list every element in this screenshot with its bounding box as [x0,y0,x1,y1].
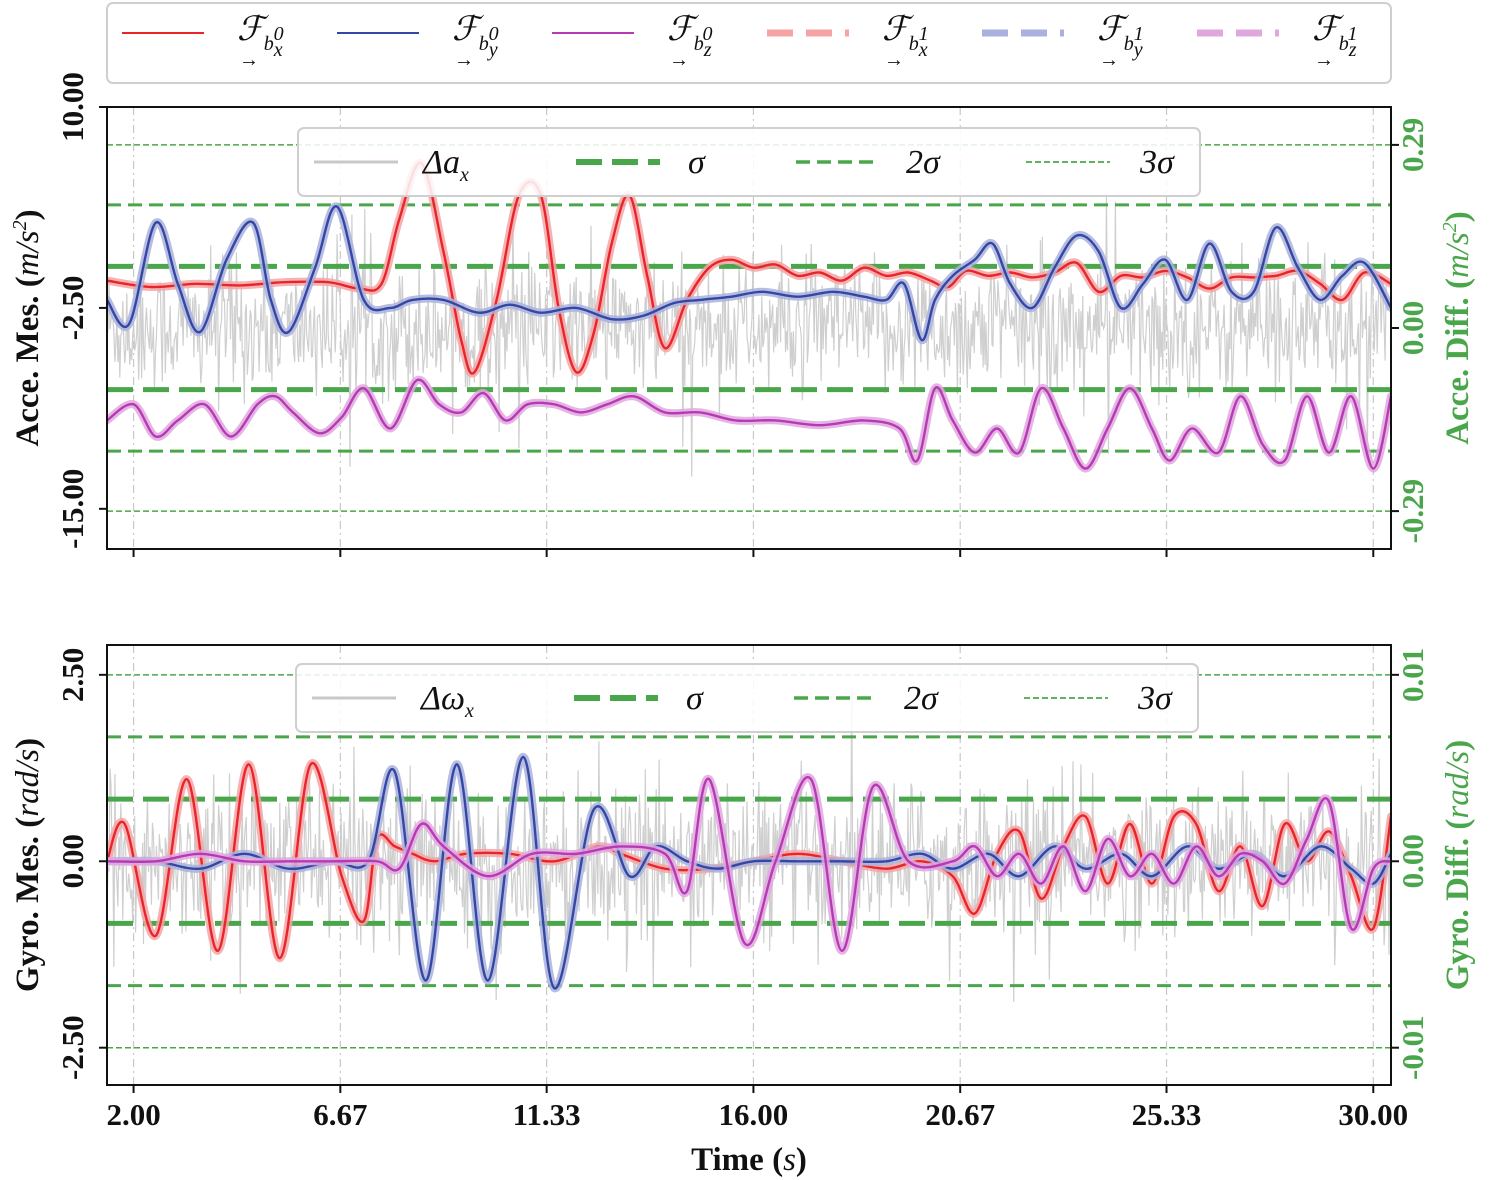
gyroscope-xtick-label-0: 2.00 [106,1097,160,1132]
x-axis-label-close: ) [796,1142,807,1178]
figure-legend-label-2-arrow: → [669,49,689,71]
gyroscope-right-ytick-label-2: -0.01 [1395,1015,1430,1080]
gyroscope-legend-three-sigma-label: 3σ [1137,680,1173,717]
figure-legend-frame [106,2,1392,84]
gyroscope-series-2-frame0-line [107,775,1391,953]
gyroscope-ticks: 2.50 0.00 -2.50 0.01 0.00 -0.01 2.00 6.67 11.33 1… [55,648,1430,1132]
gyroscope-legend-sigma-label: σ [686,680,704,717]
gyroscope-legend-diff-label: Δωx [419,680,474,722]
gyroscope-xtick-label-4: 20.67 [925,1097,995,1132]
accelerometer-ytick-label-2: -15.00 [55,469,90,549]
gyroscope-y-label-unit: rad/s [10,749,46,817]
accelerometer-right-y-label-unit: m/s [1440,232,1476,278]
figure-legend: ℱbx0→ℱby0→ℱbz0→ℱbx1→ℱby1→ℱbz1→ [106,2,1392,84]
figure-legend-label-2-sub-index: z [703,39,712,61]
accelerometer-diff-series [107,193,1391,477]
figure-legend-label-4-arrow: → [1099,49,1119,71]
figure-legend-label-5-sup: 1 [1348,23,1358,45]
gyroscope-right-y-label-unit: rad/s [1440,751,1476,819]
accelerometer-right-y-label-power: 2 [1439,222,1461,232]
gyroscope-y-label-text: Gyro. Mes. ( [10,817,46,992]
gyroscope-legend: Δωx σ 2σ 3σ [295,663,1199,733]
accelerometer-y-label-unit: m/s [10,230,46,276]
accelerometer-y-label-text: Acce. Mes. ( [10,276,46,446]
x-axis-label-text: Time ( [691,1142,783,1178]
gyroscope-xtick-label-5: 25.33 [1132,1097,1202,1132]
accelerometer-legend-sigma-label: σ [688,144,706,181]
gyroscope-right-y-label: Gyro. Diff. (rad/s) [1440,740,1476,991]
accelerometer-ytick-label-1: -2.50 [55,276,90,341]
accelerometer-legend-three-sigma-label: 3σ [1139,144,1175,181]
accelerometer-legend-diff-sub: x [459,164,469,186]
figure-legend-label-4-sup: 1 [1134,23,1144,45]
gyroscope-y-label: Gyro. Mes. (rad/s) [10,738,46,992]
figure-legend-label-2-sub: b [694,33,704,55]
accelerometer-right-y-label: Acce. Diff. (m/s2) [1439,211,1476,445]
x-axis-label-unit: s [783,1142,796,1178]
accelerometer-ticks: 10.00 -2.50 -15.00 0.29 0.00 -0.29 [55,72,1430,557]
gyroscope-ytick-label-0: 2.50 [55,648,90,702]
figure-legend-label-5-arrow: → [1314,49,1334,71]
figure-legend-label-0-sub: b [264,33,274,55]
gyroscope-xtick-label-2: 11.33 [513,1097,581,1132]
gyroscope-legend-diff-sub: x [464,700,474,722]
accelerometer-y-label-close: ) [10,209,46,220]
figure-legend-label-5-sub: b [1339,33,1349,55]
gyroscope-series [107,752,1391,993]
figure-legend-label-0-sup: 0 [274,23,284,45]
figure-legend-label-1-sub-index: y [487,39,498,61]
accelerometer-right-ytick-label-2: -0.29 [1395,479,1430,544]
gyroscope-right-ytick-label-0: 0.01 [1395,648,1430,702]
x-axis-label: Time (s) [691,1142,807,1178]
accelerometer-legend-diff-symbol: Δa [421,144,460,181]
figure-legend-label-3-sub: b [909,33,919,55]
figure-legend-label-0-arrow: → [239,49,259,71]
accelerometer-y-label: Acce. Mes. (m/s2) [9,209,46,446]
accelerometer-right-ytick-label-1: 0.00 [1395,301,1430,355]
accelerometer-panel: Δax σ 2σ 3σ 10.00 -2.50 -15.00 0.29 0.00 -0.29 A… [9,72,1476,557]
gyroscope-legend-two-sigma-label: 2σ [904,680,939,717]
gyroscope-ytick-label-1: 0.00 [55,834,90,888]
accelerometer-series-1-frame0-line [107,205,1391,342]
figure-legend-label-0-sub-index: x [273,39,283,61]
gyroscope-right-y-label-text: Gyro. Diff. ( [1440,819,1476,991]
figure-legend-label-4-sub-index: y [1132,39,1143,61]
gyroscope-ytick-label-2: -2.50 [55,1015,90,1080]
gyroscope-plot-frame [106,644,1392,1086]
accelerometer-legend-diff-label: Δax [421,144,469,186]
accelerometer-right-ytick-label-0: 0.29 [1395,118,1430,172]
figure-legend-label-3-sub-index: x [918,39,928,61]
accelerometer-right-y-label-close: ) [1440,211,1476,222]
gyroscope-xtick-label-3: 16.00 [719,1097,789,1132]
figure-legend-label-3-arrow: → [884,49,904,71]
accelerometer-right-y-label-text: Acce. Diff. ( [1440,278,1476,445]
accelerometer-ytick-label-0: 10.00 [55,72,90,142]
gyroscope-legend-frame [295,663,1199,733]
gyroscope-legend-diff-symbol: Δω [419,680,465,717]
gyroscope-xtick-label-1: 6.67 [313,1097,367,1132]
figure-legend-label-1-sup: 0 [489,23,499,45]
accelerometer-legend: Δax σ 2σ 3σ [297,127,1201,197]
accelerometer-diff-line [107,193,1391,477]
figure-legend-label-2-sup: 0 [703,23,713,45]
figure-legend-label-5-sub-index: z [1348,39,1357,61]
figure-legend-label-1-sub: b [479,33,489,55]
figure-legend-label-1-arrow: → [454,49,474,71]
gyroscope-panel: Δωx σ 2σ 3σ 2.50 0.00 -2.50 0.01 0.00 -0.01 2.00 6… [10,644,1476,1178]
figure-legend-label-3-sup: 1 [919,23,929,45]
gyroscope-right-y-label-close: ) [1440,740,1476,751]
gyroscope-right-ytick-label-1: 0.00 [1395,834,1430,888]
accelerometer-series-2-frame0-line [107,378,1391,470]
accelerometer-legend-frame [297,127,1201,197]
gyroscope-series-1-frame0-line [107,755,1391,990]
gyroscope-xtick-label-6: 30.00 [1338,1097,1408,1132]
accelerometer-y-label-power: 2 [9,220,31,230]
gyroscope-y-label-close: ) [10,738,46,749]
accelerometer-series-2-frame1-line [107,375,1391,473]
figure-legend-label-4-sub: b [1124,33,1134,55]
accelerometer-legend-two-sigma-label: 2σ [906,144,941,181]
